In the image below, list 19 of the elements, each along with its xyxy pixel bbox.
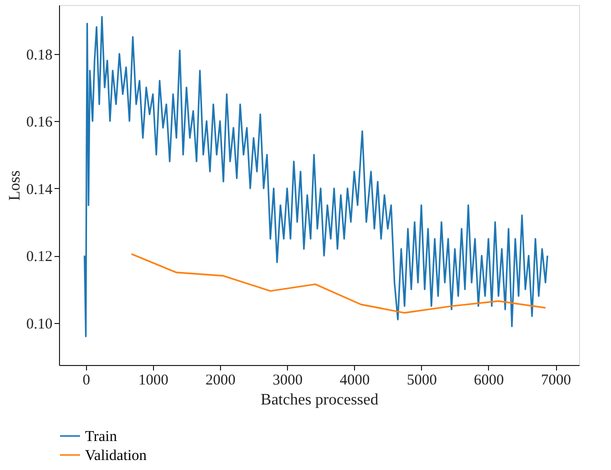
y-axis-title: Loss <box>6 170 24 201</box>
y-tick-label: 0.16 <box>26 114 53 131</box>
x-tick-label: 2000 <box>206 372 236 388</box>
x-tick-label: 6000 <box>474 372 504 388</box>
x-tick-label: 3000 <box>272 372 303 388</box>
x-tick-label: 0 <box>82 372 90 388</box>
legend-label: Train <box>85 429 118 445</box>
x-tick-label: 4000 <box>340 372 370 388</box>
y-tick-label: 0.10 <box>26 316 52 332</box>
x-tick-label: 7000 <box>541 372 572 388</box>
y-tick-label: 0.14 <box>26 182 53 198</box>
x-tick-label: 5000 <box>406 372 437 388</box>
x-tick-label: 1000 <box>138 372 168 388</box>
line-series <box>84 16 548 338</box>
x-axis-title: Batches processed <box>260 392 378 408</box>
line-series <box>130 253 546 314</box>
legend-label: Validation <box>85 448 148 464</box>
y-tick-label: 0.12 <box>26 249 52 266</box>
y-tick-label: 0.18 <box>26 47 52 64</box>
